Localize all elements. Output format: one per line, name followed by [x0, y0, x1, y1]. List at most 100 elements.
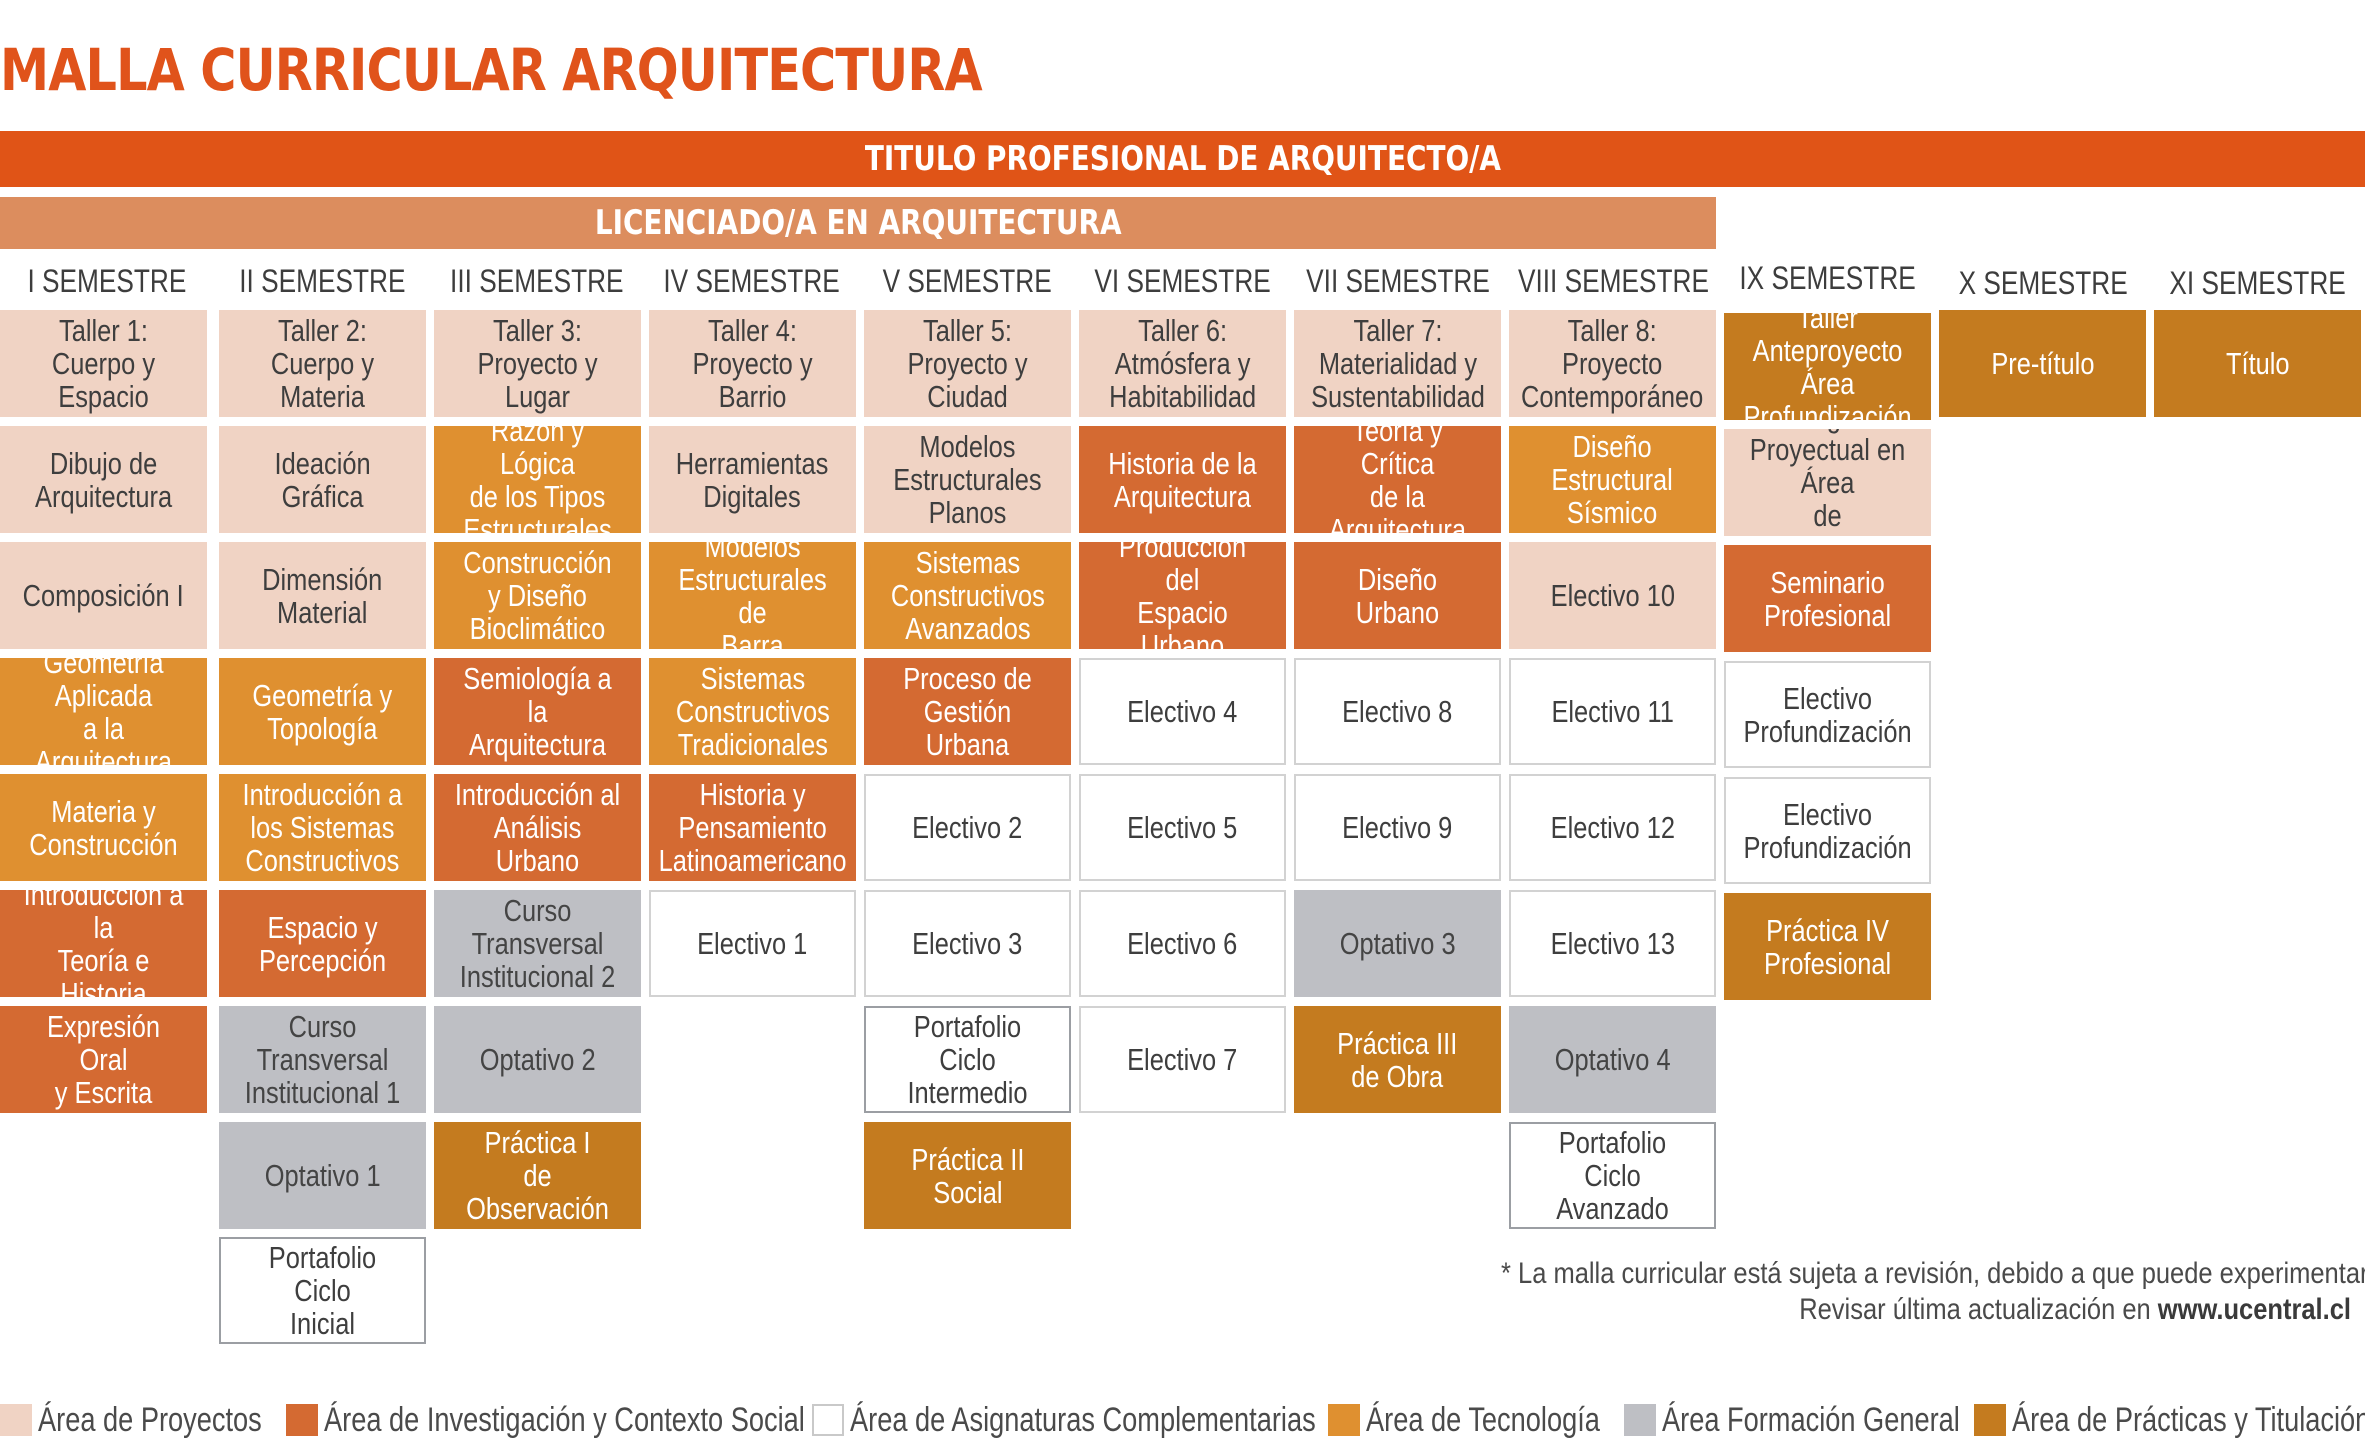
- subject-name: Práctica IV Profesional: [1763, 912, 1892, 981]
- subject-name: Teoría y Crítica de la Arquitectura: [1328, 426, 1467, 533]
- subject-cell: Geometría y Topología: [219, 658, 426, 765]
- subject-name: Composición I: [22, 578, 185, 613]
- subject-name: Título: [2225, 346, 2290, 381]
- subject-name: Razón y Lógica de los Tipos Estructurale…: [463, 426, 612, 533]
- legend-swatch: [1624, 1404, 1656, 1436]
- subject-cell: Práctica III de Obra: [1294, 1006, 1501, 1113]
- subject-cell: Electivo Profundización: [1724, 777, 1931, 884]
- subject-name: Taller 3: Proyecto y Lugar: [477, 313, 598, 414]
- subject-cell: Espacio y Percepción: [219, 890, 426, 997]
- subject-cell: Curso Transversal Institucional 2: [434, 890, 641, 997]
- subject-name: Historia de la Arquitectura: [1108, 445, 1257, 514]
- subject-cell: Taller 7: Materialidad y Sustentabilidad: [1294, 310, 1501, 417]
- subject-cell: Electivo 9: [1294, 774, 1501, 881]
- degree-licentiate-label: LICENCIADO/A EN ARQUITECTURA: [594, 203, 1122, 243]
- subject-name: Introducción al Análisis Urbano: [454, 777, 621, 878]
- semester-header: IV SEMESTRE: [647, 256, 857, 306]
- semester-header: III SEMESTRE: [432, 256, 642, 306]
- subject-name: Modelos Estructurales Planos: [893, 429, 1042, 530]
- legend-swatch: [0, 1404, 32, 1436]
- subject-name: Portafolio Ciclo Intermedio: [907, 1009, 1028, 1110]
- subject-cell: Optativo 1: [219, 1122, 426, 1229]
- subject-cell: Proceso de Gestión Urbana: [864, 658, 1071, 765]
- subject-cell: Materia y Construcción: [0, 774, 207, 881]
- subject-cell: Taller 1: Cuerpo y Espacio: [0, 310, 207, 417]
- subject-name: Diseño Estructural Sísmico: [1551, 429, 1674, 530]
- subject-name: Taller 6: Atmósfera y Habitabilidad: [1109, 313, 1256, 414]
- subject-cell: Teoría y Crítica de la Arquitectura: [1294, 426, 1501, 533]
- subject-cell: Ideación Gráfica: [219, 426, 426, 533]
- subject-cell: Título: [2154, 310, 2361, 417]
- subject-cell: Práctica II Social: [864, 1122, 1071, 1229]
- legend-label: Área de Investigación y Contexto Social: [324, 1400, 805, 1439]
- subject-name: Portafolio Ciclo Avanzado: [1556, 1125, 1669, 1226]
- subject-cell: Seminario Profesional: [1724, 545, 1931, 652]
- subject-cell: Producción del Espacio Urbano: [1079, 542, 1286, 649]
- subject-name: Materia y Construcción: [29, 793, 178, 862]
- legend-item-complementarias: Área de Asignaturas Complementarias: [812, 1398, 1432, 1442]
- subject-name: Modelos Estructurales de Barra: [678, 542, 827, 649]
- subject-name: Electivo 12: [1550, 810, 1675, 845]
- degree-licentiate-band: LICENCIADO/A EN ARQUITECTURA: [0, 197, 1716, 249]
- subject-name: Construcción y Diseño Bioclimático: [463, 545, 612, 646]
- subject-cell: Sistemas Constructivos Tradicionales: [649, 658, 856, 765]
- subject-name: Electivo 6: [1127, 926, 1238, 961]
- subject-cell: Modelos Estructurales Planos: [864, 426, 1071, 533]
- subject-cell: Introducción al Análisis Urbano: [434, 774, 641, 881]
- subject-name: Optativo 2: [479, 1042, 596, 1077]
- subject-cell: Electivo 1: [649, 890, 856, 997]
- legend-swatch: [286, 1404, 318, 1436]
- subject-cell: Sistemas Constructivos Avanzados: [864, 542, 1071, 649]
- subject-name: Dimensión Material: [262, 561, 383, 630]
- semester-label: IX SEMESTRE: [1739, 259, 1917, 296]
- revision-note: * La malla curricular está sujeta a revi…: [1351, 1256, 2365, 1328]
- subject-name: Introducción a los Sistemas Constructivo…: [242, 777, 403, 878]
- semester-header: IX SEMESTRE: [1723, 253, 1933, 303]
- subject-name: Optativo 1: [264, 1158, 381, 1193]
- subject-cell: Electivo 4: [1079, 658, 1286, 765]
- semester-header: V SEMESTRE: [862, 256, 1072, 306]
- subject-name: Sistemas Constructivos Avanzados: [890, 545, 1045, 646]
- semester-header: VIII SEMESTRE: [1508, 256, 1718, 306]
- legend-label: Área de Prácticas y Titulación: [2012, 1400, 2365, 1439]
- subject-name: Diseño Urbano: [1355, 561, 1440, 630]
- subject-name: Proceso de Gestión Urbana: [903, 661, 1032, 762]
- subject-name: Herramientas Digitales: [676, 445, 829, 514]
- subject-name: Espacio y Percepción: [258, 909, 387, 978]
- subject-name: Sistemas Constructivos Tradicionales: [675, 661, 830, 762]
- semester-header: VI SEMESTRE: [1078, 256, 1288, 306]
- semester-label: V SEMESTRE: [882, 262, 1052, 299]
- semester-label: VIII SEMESTRE: [1517, 262, 1709, 299]
- semester-header: VII SEMESTRE: [1293, 256, 1503, 306]
- subject-cell: Electivo 3: [864, 890, 1071, 997]
- subject-cell: Diseño Estructural Sísmico: [1509, 426, 1716, 533]
- subject-cell: Electivo 6: [1079, 890, 1286, 997]
- subject-name: Semiología a la Arquitectura: [463, 661, 612, 762]
- subject-name: Expresión Oral y Escrita: [46, 1009, 161, 1110]
- subject-cell: Electivo 5: [1079, 774, 1286, 881]
- subject-name: Electivo 10: [1550, 578, 1675, 613]
- subject-cell: Modelos Estructurales de Barra: [649, 542, 856, 649]
- revision-note-line2: Revisar última actualización en www.ucen…: [1501, 1292, 2351, 1328]
- subject-cell: Taller 3: Proyecto y Lugar: [434, 310, 641, 417]
- subject-name: Taller 1: Cuerpo y Espacio: [51, 313, 156, 414]
- semester-header: X SEMESTRE: [1938, 258, 2148, 308]
- subject-cell: Electivo 8: [1294, 658, 1501, 765]
- subject-cell: Práctica IV Profesional: [1724, 893, 1931, 1000]
- subject-cell: Introducción a la Teoría e Historia: [0, 890, 207, 997]
- subject-cell: Electivo Profundización: [1724, 661, 1931, 768]
- legend-swatch: [812, 1404, 844, 1436]
- semester-label: I SEMESTRE: [27, 262, 187, 299]
- subject-name: Historia y Pensamiento Latinoamericano: [658, 777, 847, 878]
- subject-name: Electivo 11: [1551, 694, 1674, 729]
- legend-label: Área de Proyectos: [38, 1400, 262, 1439]
- semester-header: I SEMESTRE: [2, 256, 212, 306]
- subject-name: Ideación Gráfica: [274, 445, 371, 514]
- subject-name: Dibujo de Arquitectura: [34, 445, 173, 514]
- website-link[interactable]: www.ucentral.cl: [2157, 1293, 2351, 1326]
- semester-label: XI SEMESTRE: [2169, 264, 2347, 301]
- subject-cell: Optativo 3: [1294, 890, 1501, 997]
- subject-name: Taller 5: Proyecto y Ciudad: [907, 313, 1028, 414]
- subject-cell: Investigación Proyectual en Área de Prof…: [1724, 429, 1931, 536]
- legend-item-proyectos: Área de Proyectos: [0, 1398, 318, 1442]
